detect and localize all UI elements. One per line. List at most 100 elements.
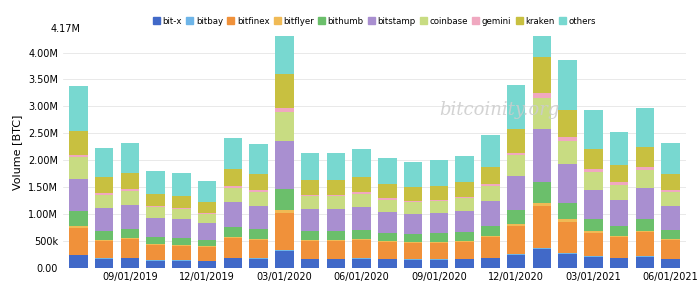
Bar xyxy=(69,157,88,179)
Bar xyxy=(172,174,190,196)
Bar xyxy=(95,193,113,195)
Bar xyxy=(636,232,654,257)
Bar xyxy=(120,229,139,238)
Bar xyxy=(95,241,113,258)
Bar xyxy=(327,196,345,209)
Bar xyxy=(95,208,113,230)
Bar xyxy=(662,259,680,268)
Bar xyxy=(172,209,190,219)
Bar xyxy=(584,110,603,149)
Bar xyxy=(352,258,371,259)
Bar xyxy=(404,242,422,243)
Bar xyxy=(301,196,319,209)
Bar xyxy=(507,254,526,255)
Bar xyxy=(275,74,294,108)
Bar xyxy=(455,182,474,197)
Bar xyxy=(481,237,500,257)
Bar xyxy=(404,202,422,214)
Bar xyxy=(404,234,422,242)
Bar xyxy=(584,233,603,257)
Bar xyxy=(223,186,242,188)
Bar xyxy=(301,231,319,240)
Bar xyxy=(584,169,603,172)
Bar xyxy=(430,233,448,242)
Bar xyxy=(275,189,294,210)
Bar xyxy=(327,231,345,240)
Bar xyxy=(120,143,139,174)
Bar xyxy=(507,85,526,129)
Bar xyxy=(481,135,500,168)
Bar xyxy=(69,226,88,228)
Bar xyxy=(662,239,680,240)
Bar xyxy=(533,57,551,93)
Bar xyxy=(455,241,474,242)
Bar xyxy=(610,226,629,236)
Bar xyxy=(559,254,577,268)
Bar xyxy=(481,258,500,268)
Bar xyxy=(223,169,242,186)
Bar xyxy=(223,258,242,268)
Bar xyxy=(507,176,526,210)
Bar xyxy=(69,211,88,226)
Bar xyxy=(610,258,629,268)
Bar xyxy=(559,203,577,219)
Bar xyxy=(559,140,577,164)
Bar xyxy=(662,190,680,192)
Bar xyxy=(455,198,474,211)
Bar xyxy=(559,253,577,254)
Bar xyxy=(249,206,268,230)
Bar xyxy=(636,257,654,268)
Bar xyxy=(69,86,88,130)
Bar xyxy=(327,195,345,196)
Bar xyxy=(223,188,242,202)
Bar xyxy=(636,108,654,147)
Bar xyxy=(301,259,319,268)
Bar xyxy=(327,153,345,180)
Bar xyxy=(327,241,345,259)
Bar xyxy=(430,260,448,268)
Bar xyxy=(198,223,216,240)
Bar xyxy=(146,194,165,206)
Bar xyxy=(352,192,371,194)
Bar xyxy=(172,208,190,209)
Bar xyxy=(120,258,139,268)
Bar xyxy=(481,236,500,237)
Text: bitcoinity.org: bitcoinity.org xyxy=(439,102,559,119)
Bar xyxy=(610,236,629,237)
Bar xyxy=(507,155,526,176)
Bar xyxy=(378,158,397,184)
Bar xyxy=(301,209,319,231)
Bar xyxy=(95,148,113,177)
Y-axis label: Volume [BTC]: Volume [BTC] xyxy=(13,114,22,190)
Bar xyxy=(146,261,165,268)
Bar xyxy=(662,230,680,239)
Bar xyxy=(275,210,294,213)
Bar xyxy=(223,238,242,258)
Bar xyxy=(275,108,294,112)
Bar xyxy=(559,219,577,222)
Bar xyxy=(584,149,603,169)
Bar xyxy=(378,198,397,200)
Bar xyxy=(584,257,603,268)
Bar xyxy=(559,60,577,110)
Bar xyxy=(662,206,680,230)
Bar xyxy=(481,186,500,201)
Bar xyxy=(404,214,422,234)
Bar xyxy=(533,93,551,98)
Bar xyxy=(636,170,654,188)
Bar xyxy=(198,202,216,212)
Bar xyxy=(584,219,603,231)
Bar xyxy=(95,258,113,259)
Bar xyxy=(172,245,190,246)
Bar xyxy=(481,184,500,186)
Bar xyxy=(249,190,268,192)
Bar xyxy=(301,241,319,259)
Bar xyxy=(584,231,603,233)
Bar xyxy=(662,143,680,174)
Bar xyxy=(584,190,603,219)
Bar xyxy=(378,184,397,198)
Bar xyxy=(352,177,371,192)
Bar xyxy=(610,132,629,165)
Bar xyxy=(327,180,345,195)
Bar xyxy=(327,240,345,241)
